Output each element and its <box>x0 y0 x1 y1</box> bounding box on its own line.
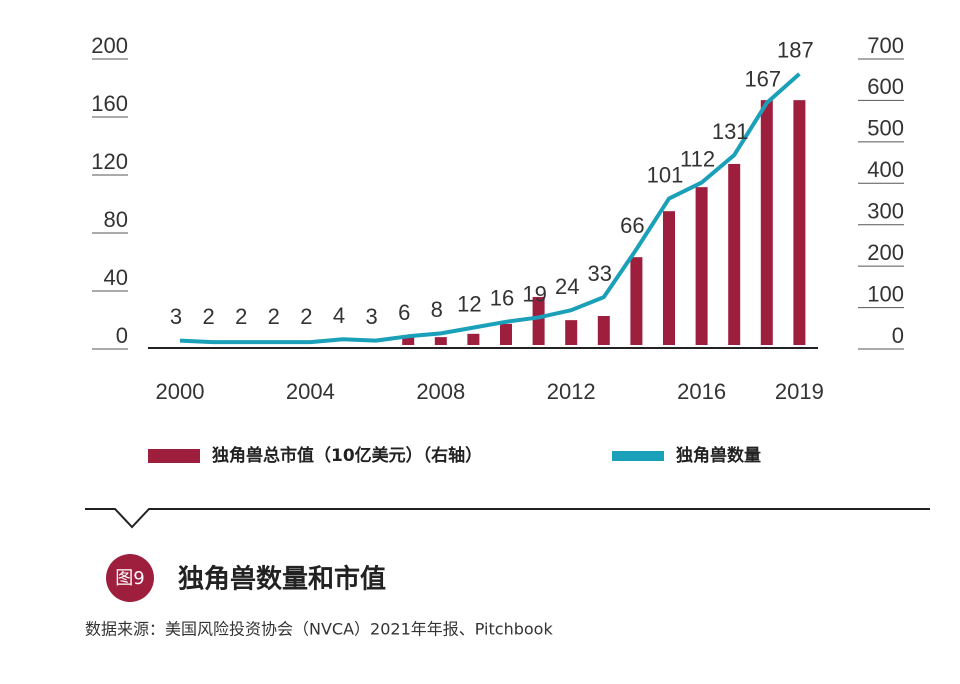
data-label: 2 <box>235 304 247 329</box>
data-label: 24 <box>555 274 579 299</box>
legend-swatch-line <box>612 451 664 461</box>
data-label: 6 <box>398 300 410 325</box>
y-tick-label: 80 <box>104 207 128 232</box>
x-tick-label: 2019 <box>775 379 824 404</box>
y2-tick-label: 200 <box>867 240 904 265</box>
separator <box>85 508 930 529</box>
x-tick-label: 2012 <box>547 379 596 404</box>
data-label: 131 <box>712 119 749 144</box>
x-tick-label: 2016 <box>677 379 726 404</box>
data-label: 4 <box>333 303 345 328</box>
y-tick-label: 160 <box>91 91 128 116</box>
line <box>179 72 801 345</box>
bar <box>402 335 415 345</box>
x-tick-label: 2004 <box>286 379 335 404</box>
y-tick-label: 40 <box>104 265 128 290</box>
figure-badge <box>106 554 154 602</box>
legend-label: 独角兽总市值（10亿美元）（右轴） <box>212 445 482 466</box>
data-label: 3 <box>365 304 377 329</box>
legend-swatch-bar <box>148 449 200 463</box>
bar <box>695 187 708 345</box>
bar <box>597 316 610 345</box>
data-label: 8 <box>431 297 443 322</box>
bar <box>663 211 675 345</box>
y2-tick-label: 100 <box>867 281 904 306</box>
y2-tick-label: 600 <box>867 74 904 99</box>
y-tick-label: 200 <box>91 33 128 58</box>
bar <box>434 337 447 345</box>
bar <box>500 323 512 345</box>
data-label: 187 <box>777 38 814 63</box>
bar <box>630 257 643 345</box>
x-tick-label: 2008 <box>416 379 465 404</box>
figure-label: 图9 <box>115 568 144 589</box>
data-label: 112 <box>680 146 715 171</box>
y2-tick-label: 300 <box>867 199 904 224</box>
y2-tick-label: 700 <box>867 33 904 58</box>
figure-title: 独角兽数量和市值 <box>178 564 386 595</box>
y-tick-label: 120 <box>91 149 128 174</box>
y2-tick-label: 400 <box>867 157 904 182</box>
data-label: 33 <box>588 261 612 286</box>
data-label: 2 <box>202 304 214 329</box>
data-label: 19 <box>522 281 546 306</box>
data-label: 101 <box>647 162 684 187</box>
data-label: 167 <box>744 67 781 92</box>
source: 数据来源：美国风险投资协会（NVCA）2021年年报、Pitchbook <box>85 620 553 639</box>
bar <box>760 100 773 346</box>
data-label: 2 <box>300 304 312 329</box>
bar <box>793 100 806 346</box>
y-tick-label: 0 <box>116 323 128 348</box>
data-label: 2 <box>268 304 280 329</box>
bar <box>728 163 741 345</box>
x-tick-label: 2000 <box>156 379 205 404</box>
bar <box>532 296 545 345</box>
y2-tick-label: 500 <box>867 116 904 141</box>
bar <box>565 320 578 345</box>
bar <box>467 333 480 345</box>
legend-label: 独角兽数量 <box>676 445 761 466</box>
data-label: 3 <box>170 304 182 329</box>
data-label: 12 <box>457 291 481 316</box>
data-label: 66 <box>620 213 644 238</box>
y2-tick-label: 0 <box>892 323 904 348</box>
data-label: 16 <box>490 286 514 311</box>
